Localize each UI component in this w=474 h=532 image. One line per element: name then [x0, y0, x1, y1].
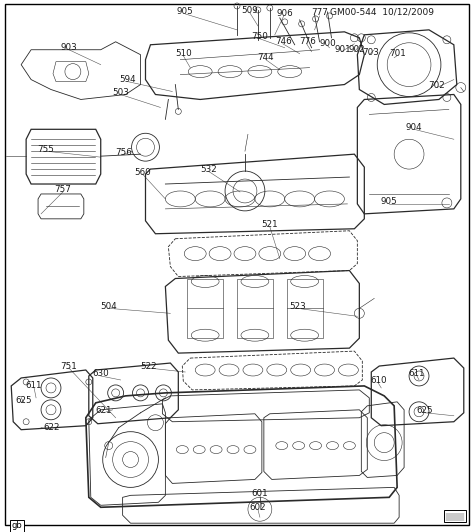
Text: 560: 560: [134, 168, 151, 177]
Text: 746: 746: [275, 37, 292, 46]
Text: 602: 602: [250, 503, 266, 512]
Text: 611: 611: [409, 370, 425, 378]
Text: 625: 625: [417, 406, 433, 415]
Text: 904: 904: [406, 123, 422, 132]
Text: 905: 905: [381, 197, 398, 206]
Text: 622: 622: [44, 423, 60, 432]
Text: 594: 594: [119, 75, 136, 84]
Text: GM00-544  10/12/2009: GM00-544 10/12/2009: [329, 7, 434, 16]
Text: 503: 503: [112, 88, 129, 97]
Text: 750: 750: [251, 32, 268, 41]
Text: 776: 776: [299, 37, 316, 46]
Text: 703: 703: [362, 48, 379, 57]
Text: 701: 701: [389, 49, 406, 58]
Bar: [444, 510, 466, 522]
Text: 625: 625: [16, 396, 32, 405]
Text: 906: 906: [276, 10, 293, 19]
Text: 777: 777: [311, 9, 328, 18]
Text: 601: 601: [252, 489, 268, 498]
Text: 532: 532: [200, 164, 217, 173]
Text: 621: 621: [95, 406, 112, 415]
Text: 757: 757: [55, 186, 72, 195]
Text: 755: 755: [37, 145, 55, 154]
Text: 521: 521: [262, 220, 278, 229]
Text: 751: 751: [61, 362, 77, 370]
Text: 504: 504: [100, 302, 117, 311]
Text: 611: 611: [26, 381, 42, 390]
Text: 756: 756: [115, 148, 132, 157]
Text: 610: 610: [370, 377, 387, 386]
Text: 902: 902: [348, 45, 365, 54]
Text: 900: 900: [319, 39, 336, 48]
Text: 744: 744: [257, 53, 274, 62]
Text: 522: 522: [140, 362, 157, 370]
Text: 510: 510: [175, 49, 191, 58]
Text: 702: 702: [428, 81, 445, 90]
Text: 901: 901: [334, 45, 351, 54]
Text: 905: 905: [177, 7, 194, 16]
Text: 523: 523: [289, 302, 306, 311]
Text: gb: gb: [11, 521, 22, 530]
Text: 630: 630: [92, 370, 109, 378]
Text: 509: 509: [242, 6, 258, 15]
Text: 903: 903: [61, 43, 77, 52]
